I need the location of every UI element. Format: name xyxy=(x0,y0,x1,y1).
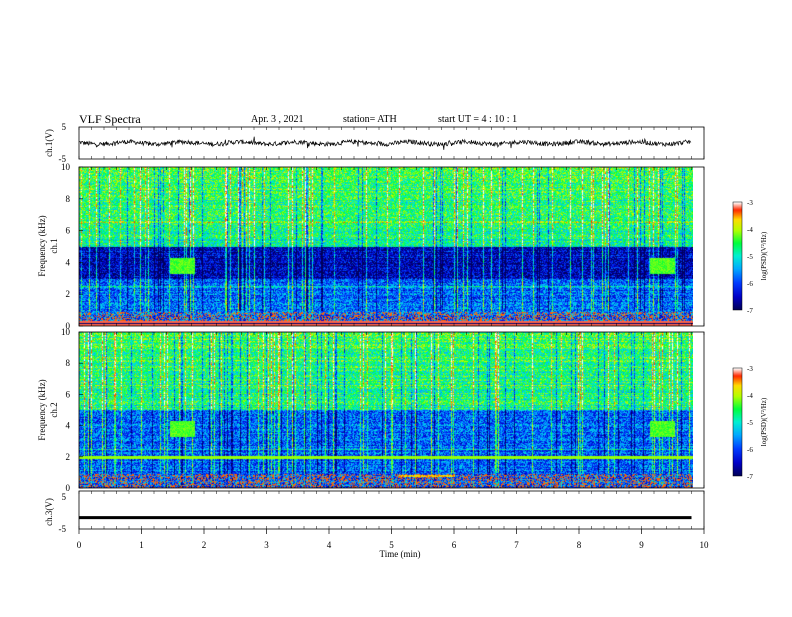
ch1-waveform-ylabel: ch.1(V) xyxy=(44,129,54,157)
ch1-waveform-trace xyxy=(78,136,692,150)
y-tick-label: 10 xyxy=(61,162,71,172)
date-label: Apr. 3 , 2021 xyxy=(251,114,304,125)
ch1-colorbar-frame xyxy=(732,201,743,311)
x-tick-label: 1 xyxy=(139,540,144,550)
ch3-ytick-top: 5 xyxy=(62,492,67,502)
ch3-waveform-frame xyxy=(78,490,705,530)
y-tick-label: 0 xyxy=(66,483,71,493)
x-tick-label: 2 xyxy=(202,540,207,550)
y-tick-label: 10 xyxy=(61,327,71,337)
colorbar-tick-label: -3 xyxy=(747,365,753,373)
y-tick-label: 2 xyxy=(66,289,71,299)
y-tick-label: 4 xyxy=(66,421,71,431)
ch2-colorbar xyxy=(733,368,742,476)
y-tick-label: 4 xyxy=(66,257,71,267)
x-tick-label: 0 xyxy=(77,540,82,550)
x-tick-label: 5 xyxy=(389,540,394,550)
ch2-spectrogram-ylabel-channel: ch.2 xyxy=(49,402,59,417)
colorbar-tick-label: -5 xyxy=(747,253,753,261)
ch2-spectrogram-ylabel: Frequency (kHz) xyxy=(37,379,47,440)
ch2-colorbar-label: log(PSD)(V²/Hz) xyxy=(760,397,768,446)
ch1-ytick-top: 5 xyxy=(62,122,67,132)
ch3-ytick-bottom: -5 xyxy=(59,524,67,534)
ch1-waveform-frame xyxy=(78,126,705,160)
colorbar-tick-label: -6 xyxy=(747,446,753,454)
x-tick-label: 10 xyxy=(700,540,710,550)
colorbar-tick-label: -7 xyxy=(747,307,753,315)
ch1-colorbar xyxy=(733,202,742,310)
ch1-spectrogram-image xyxy=(79,167,693,326)
ch2-spectrogram-image xyxy=(79,332,693,488)
ch3-waveform-panel: 5 -5 ch.3(V) xyxy=(44,490,705,534)
ch3-waveform-ylabel: ch.3(V) xyxy=(44,498,54,526)
x-tick-label: 3 xyxy=(264,540,269,550)
x-tick-label: 6 xyxy=(452,540,457,550)
colorbar-tick-label: -6 xyxy=(747,280,753,288)
y-tick-label: 8 xyxy=(66,358,71,368)
ch1-colorbar-label: log(PSD)(V²/Hz) xyxy=(760,231,768,280)
ch1-spectrogram-ylabel: Frequency (kHz) xyxy=(37,215,47,276)
ch1-spectrogram-ylabel-channel: ch.1 xyxy=(49,238,59,253)
y-tick-label: 0 xyxy=(66,321,71,331)
ch1-waveform-panel: 5 -5 ch.1(V) xyxy=(44,122,705,164)
y-tick-label: 8 xyxy=(66,194,71,204)
x-tick-label: 9 xyxy=(639,540,644,550)
x-tick-label: 4 xyxy=(327,540,332,550)
x-tick-label: 7 xyxy=(514,540,519,550)
start-time-label: start UT = 4 : 10 : 1 xyxy=(438,114,518,125)
colorbar-tick-label: -4 xyxy=(747,226,753,234)
colorbar-tick-label: -3 xyxy=(747,199,753,207)
x-tick-label: 8 xyxy=(577,540,582,550)
ch2-colorbar-frame xyxy=(732,367,743,477)
y-tick-label: 6 xyxy=(66,389,71,399)
colorbar-tick-label: -7 xyxy=(747,473,753,481)
colorbar-tick-label: -5 xyxy=(747,419,753,427)
y-tick-label: 6 xyxy=(66,226,71,236)
y-tick-label: 2 xyxy=(66,452,71,462)
station-label: station= ATH xyxy=(343,114,397,125)
figure-title: VLF Spectra xyxy=(79,112,141,126)
colorbar-tick-label: -4 xyxy=(747,392,753,400)
x-axis-label: Time (min) xyxy=(380,549,421,559)
ch1-ytick-bottom: -5 xyxy=(59,154,67,164)
